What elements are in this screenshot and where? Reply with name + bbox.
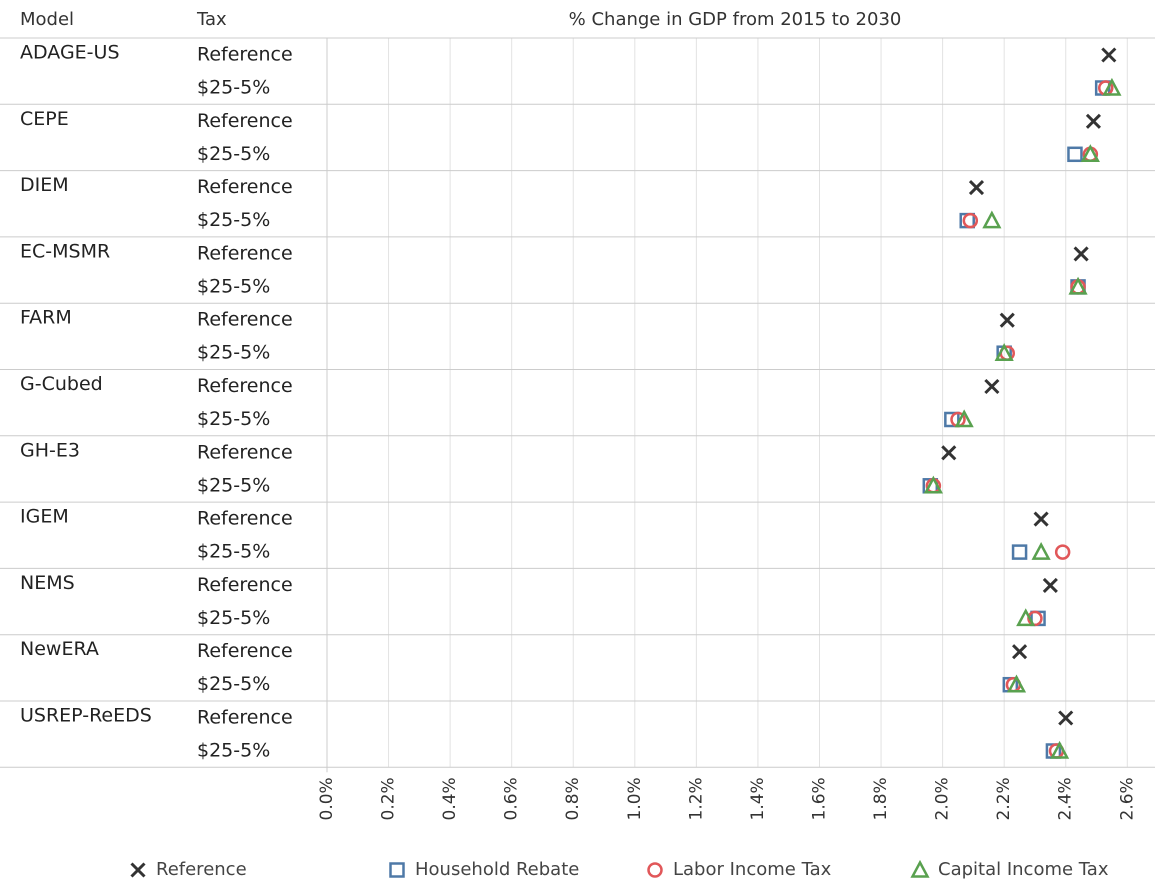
model-label: IGEM <box>20 506 69 528</box>
tax-label: Reference <box>197 508 293 530</box>
column-header: Model <box>20 9 74 30</box>
tax-label: $25-5% <box>197 740 270 762</box>
x-tick-label: 1.6% <box>809 777 829 820</box>
marker-triangle <box>923 475 943 494</box>
legend-label: Capital Income Tax <box>938 859 1109 880</box>
tax-label: $25-5% <box>197 209 270 231</box>
chart-title: % Change in GDP from 2015 to 2030 <box>569 9 902 30</box>
model-label: NEMS <box>20 572 75 594</box>
marker-x <box>999 312 1015 328</box>
marker-triangle <box>954 409 974 428</box>
model-label: DIEM <box>20 174 69 196</box>
x-tick-label: 2.6% <box>1117 777 1137 820</box>
marker-triangle <box>1006 674 1027 693</box>
model-label: G-Cubed <box>20 373 103 395</box>
tax-label: Reference <box>197 176 293 198</box>
tax-label: $25-5% <box>197 673 270 695</box>
marker-x <box>1073 246 1089 262</box>
marker-x <box>984 378 1000 395</box>
marker-square <box>1067 146 1083 163</box>
tax-label: Reference <box>197 574 293 596</box>
tax-label: $25-5% <box>197 474 270 496</box>
model-label: GH-E3 <box>20 439 80 461</box>
tax-label: Reference <box>197 640 293 662</box>
marker-triangle <box>910 859 930 878</box>
x-tick-label: 1.0% <box>625 777 645 820</box>
x-tick-label: 0.0% <box>317 777 337 820</box>
marker-x <box>1033 511 1049 527</box>
model-label: USREP-ReEDS <box>20 705 152 727</box>
marker-triangle <box>1031 541 1051 560</box>
model-label: NewERA <box>20 638 99 660</box>
model-label: CEPE <box>20 108 69 130</box>
tax-label: Reference <box>197 375 293 397</box>
x-tick-label: 0.6% <box>502 777 522 820</box>
marker-circle <box>962 212 979 229</box>
x-tick-label: 2.0% <box>933 777 953 820</box>
marker-triangle <box>1016 608 1036 627</box>
marker-x <box>130 862 146 878</box>
tax-label: $25-5% <box>197 143 270 165</box>
model-label: EC-MSMR <box>20 240 110 262</box>
tax-label: $25-5% <box>197 342 270 364</box>
marker-square <box>389 862 405 878</box>
tax-label: Reference <box>197 707 293 729</box>
marker-triangle <box>1068 276 1088 295</box>
x-tick-label: 0.8% <box>563 777 583 820</box>
tax-label: Reference <box>197 110 293 132</box>
x-tick-label: 2.4% <box>1056 777 1076 820</box>
tax-label: $25-5% <box>197 607 270 629</box>
legend-label: Household Rebate <box>415 859 579 880</box>
tax-label: $25-5% <box>197 541 270 563</box>
marker-triangle <box>1049 740 1070 759</box>
marker-x <box>968 180 985 196</box>
tax-label: $25-5% <box>197 77 270 99</box>
x-tick-label: 1.4% <box>748 777 768 820</box>
marker-x <box>1101 47 1117 63</box>
marker-square <box>944 411 960 428</box>
x-tick-label: 2.2% <box>994 777 1014 820</box>
x-tick-label: 0.4% <box>440 777 460 820</box>
x-tick-label: 0.2% <box>379 777 399 820</box>
tax-label: Reference <box>197 441 293 463</box>
marker-triangle <box>982 210 1002 229</box>
marker-triangle <box>994 343 1014 361</box>
tax-label: $25-5% <box>197 408 270 430</box>
marker-x <box>941 445 957 461</box>
marker-x <box>1042 577 1058 593</box>
legend-label: Labor Income Tax <box>673 859 832 880</box>
x-tick-label: 1.8% <box>871 777 891 820</box>
tax-label: $25-5% <box>197 275 270 297</box>
marker-x <box>1012 644 1028 660</box>
model-label: FARM <box>20 307 72 329</box>
marker-circle <box>1054 544 1071 560</box>
marker-triangle <box>1102 77 1122 96</box>
model-label: ADAGE-US <box>20 42 120 64</box>
marker-x <box>1085 113 1102 129</box>
marker-circle <box>647 862 663 878</box>
column-header: Tax <box>196 9 227 30</box>
marker-triangle <box>1080 144 1100 163</box>
tax-label: Reference <box>197 309 293 331</box>
x-tick-label: 1.2% <box>686 777 706 820</box>
marker-square <box>1011 544 1028 560</box>
legend-label: Reference <box>156 859 247 880</box>
marker-x <box>1058 710 1074 726</box>
tax-label: Reference <box>197 44 293 66</box>
tax-label: Reference <box>197 242 293 264</box>
